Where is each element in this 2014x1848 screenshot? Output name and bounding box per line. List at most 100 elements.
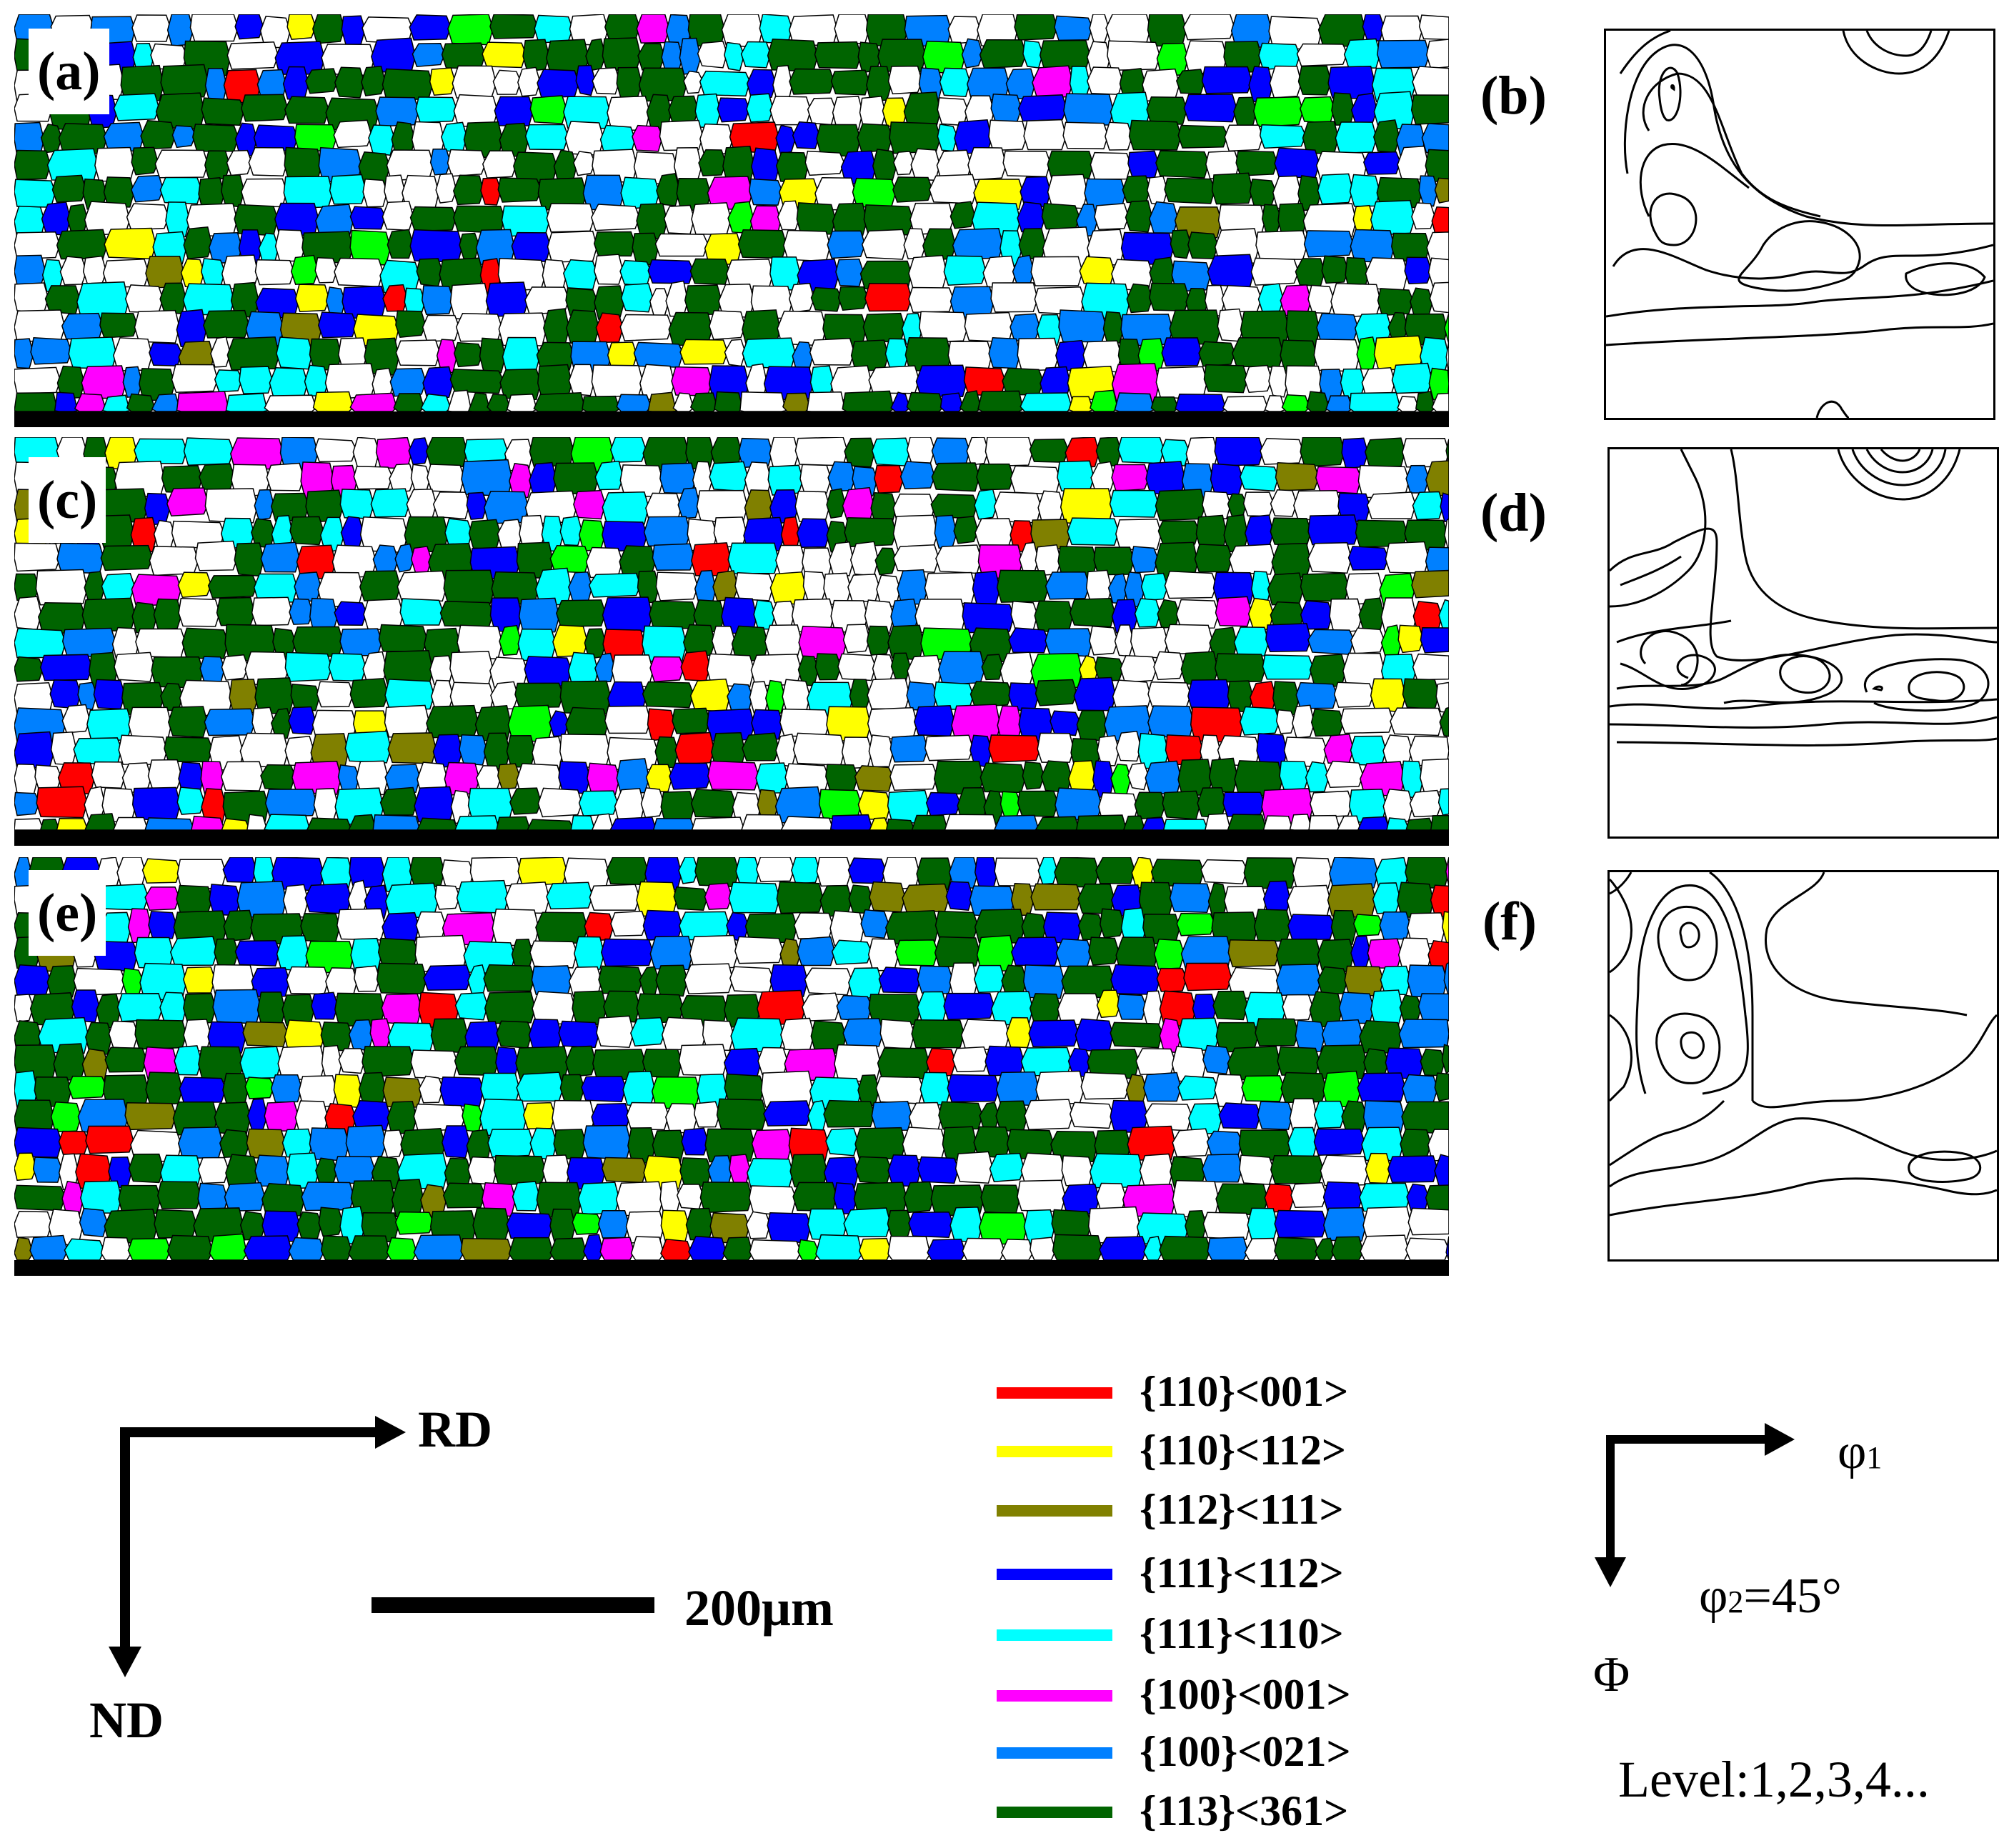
grain	[1017, 337, 1060, 371]
grain	[779, 708, 830, 737]
grain	[395, 310, 427, 338]
grain	[453, 94, 499, 127]
grain	[574, 936, 605, 970]
grain	[210, 336, 231, 368]
grain	[456, 879, 509, 914]
grain	[989, 1152, 1025, 1183]
grain	[1109, 489, 1160, 518]
grain	[619, 314, 673, 341]
contour	[1865, 449, 1934, 474]
grain	[669, 762, 712, 790]
grain	[1094, 203, 1130, 231]
grain	[1427, 1129, 1449, 1162]
grain	[1407, 964, 1448, 999]
grain	[432, 491, 471, 520]
grain	[460, 1238, 513, 1261]
grain	[949, 1207, 983, 1243]
grain	[1297, 65, 1332, 96]
grain	[370, 488, 411, 518]
contour	[1679, 921, 1700, 949]
grain	[289, 598, 314, 625]
grain	[619, 259, 652, 287]
grain	[849, 541, 879, 576]
grain	[270, 708, 292, 739]
grain	[984, 437, 1034, 467]
grain	[1350, 229, 1395, 263]
grain	[564, 121, 604, 156]
grain	[691, 202, 732, 236]
grain	[775, 124, 797, 154]
grain	[1105, 121, 1133, 151]
grain	[318, 1207, 344, 1237]
grain	[242, 1021, 289, 1048]
grain	[1079, 256, 1115, 286]
grain	[1420, 758, 1449, 794]
grain	[416, 258, 443, 287]
grain	[384, 704, 430, 738]
grain	[1005, 1017, 1032, 1049]
grain	[674, 731, 715, 765]
grain	[14, 994, 34, 1022]
grain	[867, 677, 910, 710]
grain	[722, 1237, 754, 1261]
grain	[704, 882, 733, 910]
grain	[1427, 257, 1449, 288]
grain	[1156, 967, 1187, 992]
grain	[1182, 14, 1235, 41]
grain	[689, 392, 718, 412]
grain	[892, 514, 939, 550]
grain	[251, 706, 275, 738]
grain	[1008, 627, 1050, 654]
grain	[729, 966, 774, 994]
legend-swatch	[997, 1690, 1112, 1702]
grain	[1055, 938, 1092, 968]
grain	[1377, 288, 1414, 316]
grain	[426, 704, 479, 739]
grain	[1417, 993, 1449, 1022]
grain	[71, 989, 100, 1023]
grain	[689, 934, 739, 970]
grain	[1310, 709, 1345, 737]
contour	[1606, 322, 1993, 346]
grain	[806, 391, 847, 412]
grain	[1313, 1100, 1345, 1129]
grain	[697, 41, 728, 69]
legend-swatch	[997, 1505, 1112, 1517]
grain	[416, 817, 459, 831]
grain	[749, 1239, 802, 1261]
grain	[512, 1181, 541, 1212]
grain	[1244, 364, 1272, 393]
grain	[153, 598, 182, 630]
grain	[1409, 789, 1442, 818]
grain	[1431, 206, 1449, 239]
grain	[434, 884, 461, 910]
grain	[996, 569, 1050, 603]
grain	[234, 940, 281, 967]
grain	[993, 814, 1040, 831]
grain	[647, 259, 694, 284]
grain	[1287, 1127, 1318, 1160]
grain	[14, 627, 66, 659]
grain	[709, 310, 746, 340]
map-base-strip	[14, 830, 1449, 846]
grain	[868, 734, 894, 768]
contour	[1610, 527, 1997, 661]
grain	[204, 488, 259, 524]
grain	[452, 174, 484, 206]
grain	[479, 337, 507, 374]
grain	[1035, 679, 1078, 706]
contour	[1837, 449, 1961, 501]
grain	[1214, 653, 1267, 683]
contour	[1623, 44, 1993, 226]
grain	[425, 437, 468, 468]
nd-label: ND	[89, 1692, 164, 1749]
grain	[108, 1020, 139, 1049]
grain	[315, 1157, 338, 1187]
grain	[447, 149, 487, 177]
grain	[1321, 1019, 1363, 1049]
grain	[447, 14, 494, 46]
grain	[775, 544, 806, 576]
grain	[149, 341, 183, 366]
grain	[1239, 1154, 1275, 1185]
grain	[453, 205, 506, 234]
